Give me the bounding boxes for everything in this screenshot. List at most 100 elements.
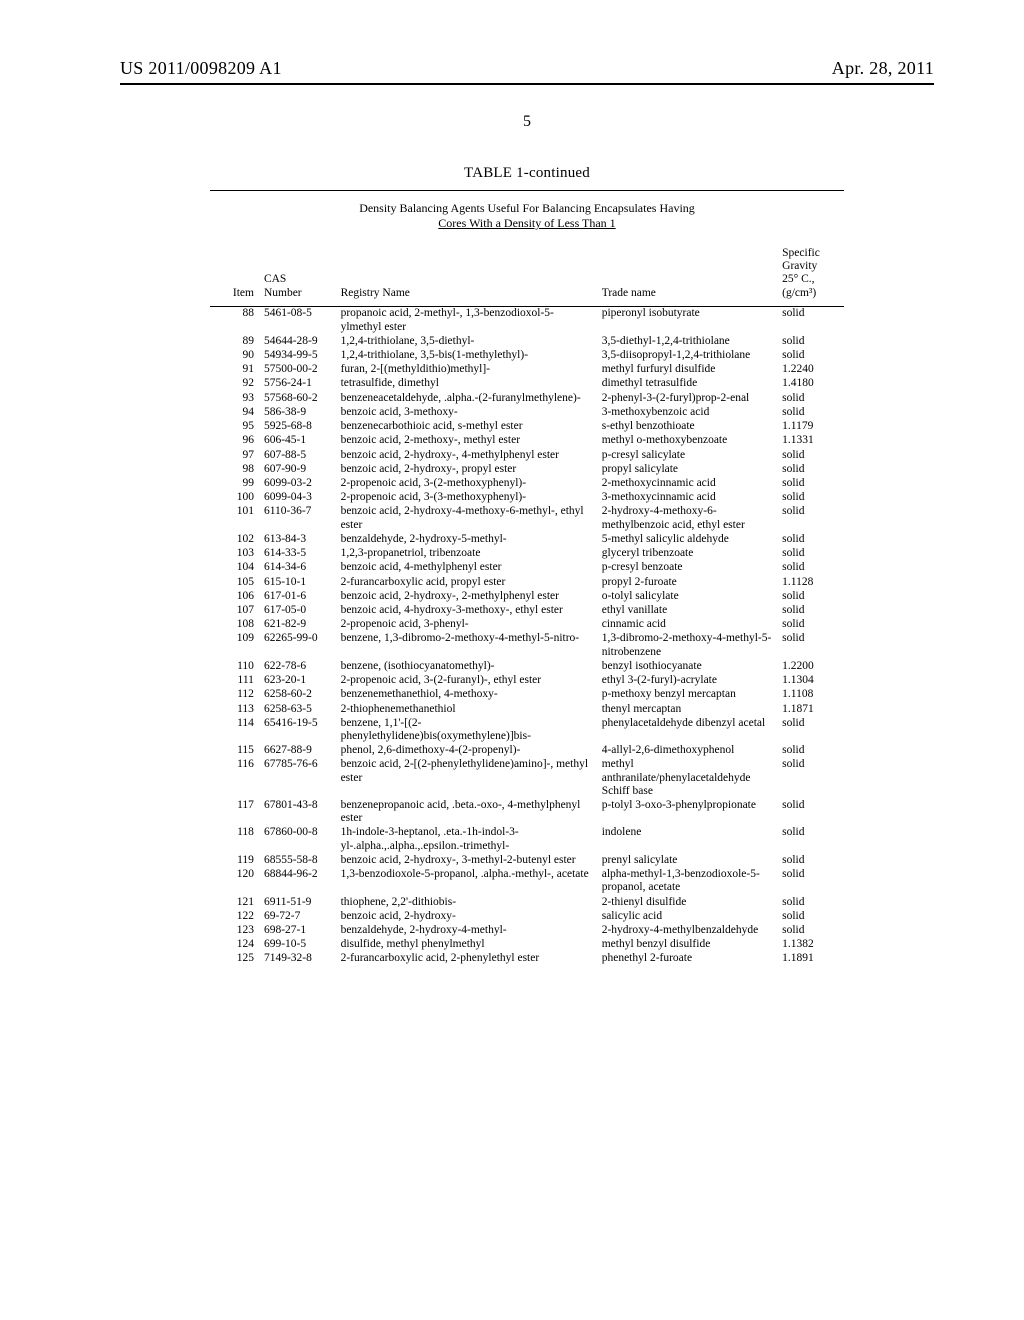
table-row: 107617-05-0benzoic acid, 4-hydroxy-3-met… bbox=[210, 603, 844, 617]
cell-item: 106 bbox=[210, 589, 260, 603]
col-trade-header: Trade name bbox=[598, 237, 778, 306]
cell-sg: solid bbox=[778, 868, 844, 895]
cell-sg: 1.1108 bbox=[778, 688, 844, 702]
cell-trade: glyceryl tribenzoate bbox=[598, 547, 778, 561]
cell-sg: solid bbox=[778, 589, 844, 603]
table-row: 885461-08-5propanoic acid, 2-methyl-, 1,… bbox=[210, 306, 844, 334]
cell-sg: solid bbox=[778, 826, 844, 853]
cell-sg: solid bbox=[778, 744, 844, 758]
cell-cas: 621-82-9 bbox=[260, 618, 337, 632]
cell-trade: cinnamic acid bbox=[598, 618, 778, 632]
cell-trade: benzyl isothiocyanate bbox=[598, 659, 778, 673]
cell-trade: p-cresyl benzoate bbox=[598, 561, 778, 575]
cell-sg: solid bbox=[778, 547, 844, 561]
cell-item: 107 bbox=[210, 603, 260, 617]
table-row: 106617-01-6benzoic acid, 2-hydroxy-, 2-m… bbox=[210, 589, 844, 603]
cell-cas: 67785-76-6 bbox=[260, 758, 337, 799]
col-cas-header: CASNumber bbox=[260, 237, 337, 306]
cell-cas: 65416-19-5 bbox=[260, 716, 337, 743]
cell-item: 123 bbox=[210, 924, 260, 938]
cell-registry: thiophene, 2,2'-dithiobis- bbox=[337, 895, 598, 909]
cell-trade: methyl anthranilate/phenylacetaldehyde S… bbox=[598, 758, 778, 799]
cell-registry: benzoic acid, 2-methoxy-, methyl ester bbox=[337, 434, 598, 448]
cell-item: 119 bbox=[210, 853, 260, 867]
cell-sg: 1.1891 bbox=[778, 952, 844, 966]
table-row: 8954644-28-91,2,4-trithiolane, 3,5-dieth… bbox=[210, 334, 844, 348]
cell-item: 111 bbox=[210, 674, 260, 688]
table-row: 1156627-88-9phenol, 2,6-dimethoxy-4-(2-p… bbox=[210, 744, 844, 758]
col-registry-header: Registry Name bbox=[337, 237, 598, 306]
table-row: 97607-88-5benzoic acid, 2-hydroxy-, 4-me… bbox=[210, 448, 844, 462]
cell-trade: p-tolyl 3-oxo-3-phenylpropionate bbox=[598, 799, 778, 826]
table-row: 1126258-60-2benzenemethanethiol, 4-metho… bbox=[210, 688, 844, 702]
cell-item: 120 bbox=[210, 868, 260, 895]
cell-cas: 617-01-6 bbox=[260, 589, 337, 603]
cell-trade: ethyl 3-(2-furyl)-acrylate bbox=[598, 674, 778, 688]
cell-sg: solid bbox=[778, 462, 844, 476]
cell-item: 105 bbox=[210, 575, 260, 589]
cell-cas: 622-78-6 bbox=[260, 659, 337, 673]
table-row: 955925-68-8benzenecarbothioic acid, s-me… bbox=[210, 420, 844, 434]
cell-registry: benzenecarbothioic acid, s-methyl ester bbox=[337, 420, 598, 434]
cell-registry: disulfide, methyl phenylmethyl bbox=[337, 938, 598, 952]
cell-cas: 586-38-9 bbox=[260, 405, 337, 419]
cell-registry: benzoic acid, 2-hydroxy- bbox=[337, 909, 598, 923]
cell-sg: 1.2200 bbox=[778, 659, 844, 673]
cell-trade: piperonyl isobutyrate bbox=[598, 306, 778, 334]
table-body: 885461-08-5propanoic acid, 2-methyl-, 1,… bbox=[210, 306, 844, 966]
cell-trade: alpha-methyl-1,3-benzodioxole-5-propanol… bbox=[598, 868, 778, 895]
cell-trade: methyl benzyl disulfide bbox=[598, 938, 778, 952]
table-row: 110622-78-6benzene, (isothiocyanatomethy… bbox=[210, 659, 844, 673]
cell-registry: 2-propenoic acid, 3-(2-methoxyphenyl)- bbox=[337, 477, 598, 491]
cell-trade: 3,5-diisopropyl-1,2,4-trithiolane bbox=[598, 349, 778, 363]
cell-cas: 617-05-0 bbox=[260, 603, 337, 617]
cell-cas: 614-34-6 bbox=[260, 561, 337, 575]
table-row: 102613-84-3benzaldehyde, 2-hydroxy-5-met… bbox=[210, 532, 844, 546]
table-row: 1136258-63-52-thiophenemethanethioltheny… bbox=[210, 702, 844, 716]
table-row: 94586-38-9benzoic acid, 3-methoxy-3-meth… bbox=[210, 405, 844, 419]
page-number: 5 bbox=[120, 113, 934, 131]
page-header: US 2011/0098209 A1 Apr. 28, 2011 bbox=[120, 58, 934, 79]
cell-cas: 614-33-5 bbox=[260, 547, 337, 561]
table-row: 108621-82-92-propenoic acid, 3-phenyl-ci… bbox=[210, 618, 844, 632]
cell-cas: 698-27-1 bbox=[260, 924, 337, 938]
cell-registry: 1,2,3-propanetriol, tribenzoate bbox=[337, 547, 598, 561]
cell-item: 93 bbox=[210, 391, 260, 405]
cell-sg: solid bbox=[778, 561, 844, 575]
cell-registry: benzoic acid, 2-[(2-phenylethylidene)ami… bbox=[337, 758, 598, 799]
cell-cas: 6258-63-5 bbox=[260, 702, 337, 716]
cell-sg: 1.1128 bbox=[778, 575, 844, 589]
cell-registry: 2-furancarboxylic acid, propyl ester bbox=[337, 575, 598, 589]
cell-registry: benzene, 1,3-dibromo-2-methoxy-4-methyl-… bbox=[337, 632, 598, 659]
table-row: 124699-10-5disulfide, methyl phenylmethy… bbox=[210, 938, 844, 952]
cell-cas: 607-90-9 bbox=[260, 462, 337, 476]
cell-registry: 2-propenoic acid, 3-phenyl- bbox=[337, 618, 598, 632]
cell-registry: 1,3-benzodioxole-5-propanol, .alpha.-met… bbox=[337, 868, 598, 895]
cell-trade: 2-phenyl-3-(2-furyl)prop-2-enal bbox=[598, 391, 778, 405]
cell-trade: 5-methyl salicylic aldehyde bbox=[598, 532, 778, 546]
cell-item: 112 bbox=[210, 688, 260, 702]
page: US 2011/0098209 A1 Apr. 28, 2011 5 TABLE… bbox=[0, 0, 1024, 1320]
cell-sg: solid bbox=[778, 632, 844, 659]
cell-registry: tetrasulfide, dimethyl bbox=[337, 377, 598, 391]
cell-item: 108 bbox=[210, 618, 260, 632]
cell-cas: 68555-58-8 bbox=[260, 853, 337, 867]
cell-sg: solid bbox=[778, 603, 844, 617]
cell-cas: 54934-99-5 bbox=[260, 349, 337, 363]
cell-sg: 1.1304 bbox=[778, 674, 844, 688]
cell-item: 100 bbox=[210, 491, 260, 505]
table-row: 1016110-36-7benzoic acid, 2-hydroxy-4-me… bbox=[210, 505, 844, 532]
cell-item: 115 bbox=[210, 744, 260, 758]
cell-registry: benzene, 1,1'-[(2-phenylethylidene)bis(o… bbox=[337, 716, 598, 743]
caption-line1: Density Balancing Agents Useful For Bala… bbox=[359, 201, 695, 215]
cell-sg: solid bbox=[778, 924, 844, 938]
cell-item: 113 bbox=[210, 702, 260, 716]
cell-item: 121 bbox=[210, 895, 260, 909]
cell-trade: methyl o-methoxybenzoate bbox=[598, 434, 778, 448]
caption-line2: Cores With a Density of Less Than 1 bbox=[438, 216, 615, 230]
cell-cas: 615-10-1 bbox=[260, 575, 337, 589]
cell-registry: benzene, (isothiocyanatomethyl)- bbox=[337, 659, 598, 673]
cell-sg: 1.1871 bbox=[778, 702, 844, 716]
cell-sg: 1.1331 bbox=[778, 434, 844, 448]
cell-item: 101 bbox=[210, 505, 260, 532]
